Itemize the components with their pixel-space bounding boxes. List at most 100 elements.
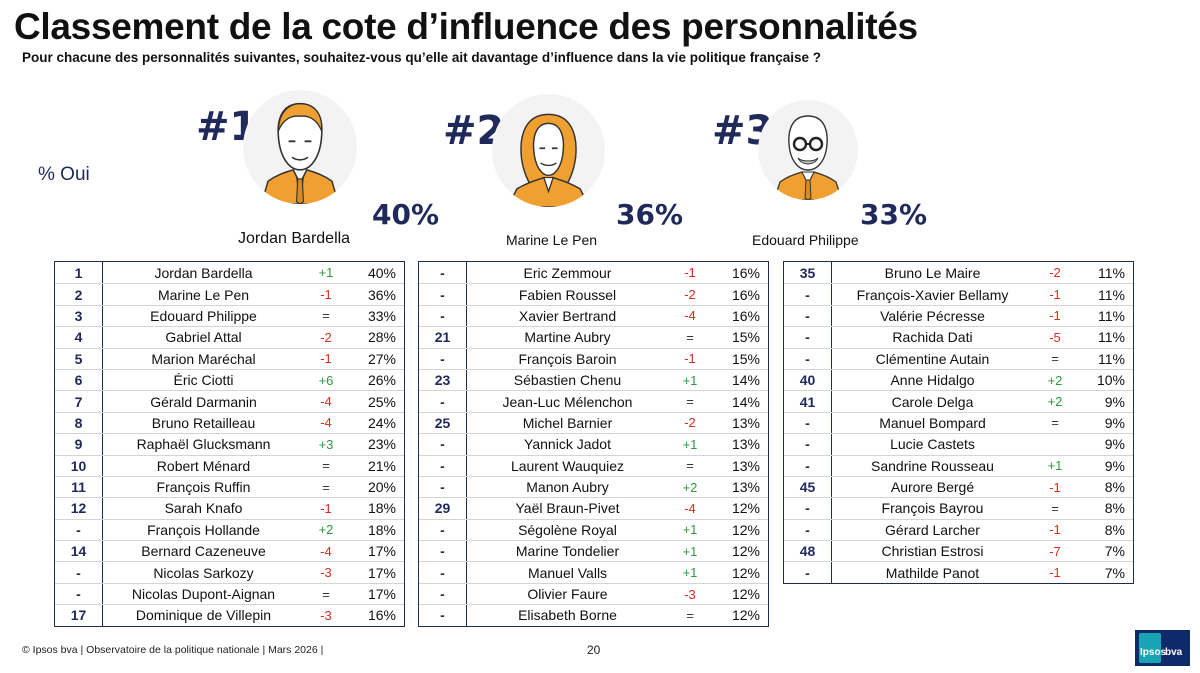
- name-cell: Fabien Roussel: [518, 286, 617, 303]
- value-cell: 16%: [731, 264, 760, 281]
- rank-cell: 4: [55, 327, 103, 348]
- rank-cell: -: [419, 476, 467, 498]
- value-cell: 12%: [731, 521, 760, 538]
- table-row: - Gérard Larcher -1 8%: [784, 518, 1133, 541]
- rank-cell: 21: [419, 327, 467, 348]
- rank-cell: -: [784, 305, 832, 327]
- logo-text-ipsos: Ipsos: [1140, 647, 1167, 658]
- rank-cell: 48: [784, 541, 832, 562]
- evolution-cell: +1: [682, 522, 698, 538]
- value-cell: 8%: [1104, 500, 1125, 517]
- page-number: 20: [587, 643, 601, 657]
- table-row: 9 Raphaël Glucksmann +3 23%: [55, 433, 404, 455]
- value-cell: 17%: [367, 586, 396, 603]
- rank-cell: 11: [55, 476, 103, 498]
- value-cell: 11%: [1098, 286, 1125, 303]
- portrait-marine-le-pen: [492, 94, 605, 207]
- percent-yes-label: % Oui: [38, 164, 90, 185]
- table-row: - Eric Zemmour -1 16%: [419, 262, 768, 284]
- evolution-cell: =: [322, 458, 330, 474]
- value-cell: 21%: [367, 457, 396, 474]
- name-cell: Dominique de Villepin: [135, 607, 272, 624]
- rank-cell: -: [784, 327, 832, 348]
- table-row: - Manuel Valls +1 12%: [419, 561, 768, 583]
- value-cell: 13%: [731, 479, 760, 496]
- value-cell: 8%: [1104, 521, 1125, 538]
- name-cell: Manuel Valls: [527, 564, 608, 581]
- value-cell: 13%: [731, 414, 760, 431]
- rank-cell: -: [784, 455, 832, 476]
- portrait-jordan-bardella: [243, 90, 357, 204]
- evolution-cell: +1: [682, 565, 698, 581]
- rank-cell: 3: [55, 305, 103, 327]
- name-cell: Jean-Luc Mélenchon: [502, 393, 633, 410]
- evolution-cell: =: [1051, 500, 1059, 516]
- value-cell: 14%: [731, 372, 760, 389]
- page-subtitle: Pour chacune des personnalités suivantes…: [22, 50, 821, 65]
- rank-cell: 25: [419, 412, 467, 434]
- rank-cell: 6: [55, 369, 103, 391]
- value-cell: 11%: [1098, 264, 1125, 281]
- name-cell: Olivier Faure: [527, 586, 608, 603]
- name-cell: Edouard Philippe: [150, 307, 257, 324]
- evolution-cell: -4: [684, 500, 696, 516]
- value-cell: 17%: [367, 564, 396, 581]
- evolution-cell: +3: [318, 436, 334, 452]
- evolution-cell: -1: [1049, 308, 1061, 324]
- evolution-cell: =: [322, 308, 330, 324]
- evolution-cell: -4: [320, 394, 332, 410]
- name-cell: Gérald Darmanin: [150, 393, 257, 410]
- table-row: - Nicolas Sarkozy -3 17%: [55, 561, 404, 583]
- value-cell: 7%: [1104, 564, 1125, 581]
- value-cell: 25%: [367, 393, 396, 410]
- table-row: 5 Marion Maréchal -1 27%: [55, 347, 404, 369]
- name-cell: Rachida Dati: [892, 329, 973, 346]
- name-cell: Marine Le Pen: [157, 286, 250, 303]
- name-cell: Bruno Le Maire: [884, 264, 981, 281]
- value-cell: 11%: [1098, 350, 1125, 367]
- evolution-cell: +2: [682, 479, 698, 495]
- evolution-cell: -1: [320, 287, 332, 303]
- value-cell: 36%: [367, 286, 396, 303]
- podium-pct-1: 40%: [372, 198, 440, 231]
- table-row: - Manuel Bompard = 9%: [784, 411, 1133, 434]
- name-cell: François Bayrou: [881, 500, 984, 517]
- value-cell: 11%: [1098, 329, 1125, 346]
- evolution-cell: =: [686, 607, 694, 623]
- evolution-cell: -7: [1049, 543, 1061, 559]
- table-row: 21 Martine Aubry = 15%: [419, 326, 768, 348]
- table-row: - François Baroin -1 15%: [419, 347, 768, 369]
- evolution-cell: =: [322, 479, 330, 495]
- value-cell: 12%: [731, 564, 760, 581]
- name-cell: Nicolas Dupont-Aignan: [131, 586, 276, 603]
- podium-name-1: Jordan Bardella: [238, 230, 351, 247]
- ipsos-bva-logo: Ipsos bva: [1135, 630, 1190, 666]
- rank-cell: 23: [419, 369, 467, 391]
- evolution-cell: -4: [684, 308, 696, 324]
- name-cell: François Hollande: [147, 521, 260, 538]
- rank-cell: -: [784, 412, 832, 434]
- rank-cell: 14: [55, 541, 103, 562]
- table-row: - Rachida Dati -5 11%: [784, 326, 1133, 348]
- table-row: 23 Sébastien Chenu +1 14%: [419, 368, 768, 391]
- table-row: - Nicolas Dupont-Aignan = 17%: [55, 582, 404, 605]
- table-row: - Mathilde Panot -1 7%: [784, 561, 1133, 583]
- rank-cell: -: [419, 348, 467, 369]
- rank-cell: 35: [784, 262, 832, 284]
- name-cell: Bruno Retailleau: [151, 414, 256, 431]
- value-cell: 13%: [731, 457, 760, 474]
- table-row: - Fabien Roussel -2 16%: [419, 283, 768, 305]
- table-row: - François-Xavier Bellamy -1 11%: [784, 283, 1133, 305]
- table-row: 8 Bruno Retailleau -4 24%: [55, 411, 404, 434]
- table-row: - Marine Tondelier +1 12%: [419, 540, 768, 562]
- footer-text: © Ipsos bva | Observatoire de la politiq…: [22, 644, 324, 656]
- evolution-cell: +1: [1047, 458, 1063, 474]
- evolution-cell: =: [322, 586, 330, 602]
- evolution-cell: +2: [1047, 372, 1063, 388]
- logo-text-bva: bva: [1165, 647, 1183, 658]
- name-cell: Valérie Pécresse: [880, 307, 985, 324]
- evolution-cell: =: [686, 458, 694, 474]
- rank-cell: 29: [419, 498, 467, 519]
- value-cell: 12%: [731, 543, 760, 560]
- name-cell: Éric Ciotti: [173, 372, 234, 389]
